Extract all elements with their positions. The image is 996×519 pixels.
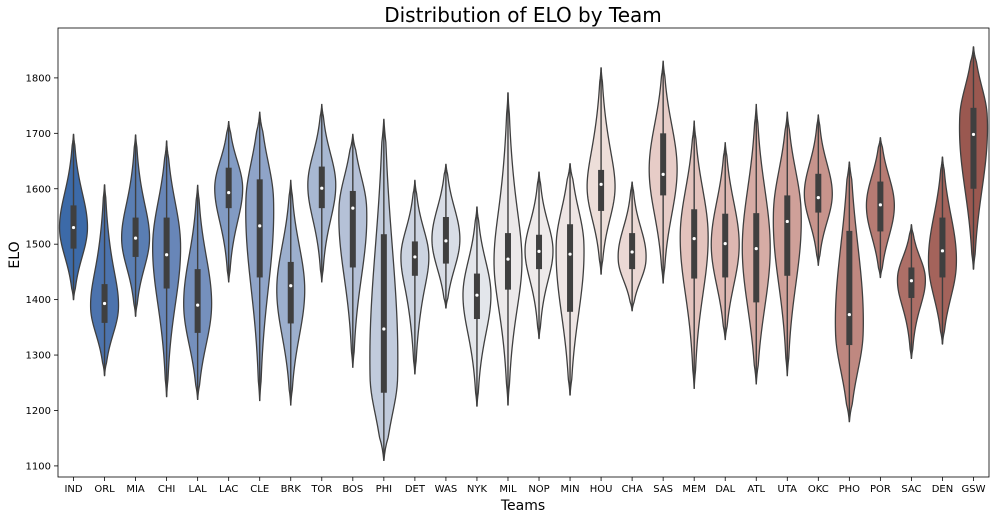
violin-median-point xyxy=(878,203,882,207)
violin-iqr-box xyxy=(287,261,294,324)
violin-iqr-box xyxy=(163,217,170,289)
violin-median-point xyxy=(258,224,262,228)
violin-median-point xyxy=(692,237,696,241)
violin-iqr-box xyxy=(256,179,263,278)
x-tick-label-pho: PHO xyxy=(839,484,861,495)
y-axis-title: ELO xyxy=(7,241,23,268)
violin-median-point xyxy=(475,293,479,297)
x-tick-label-brk: BRK xyxy=(281,484,302,495)
y-tick-label: 1500 xyxy=(26,240,51,251)
violin-median-point xyxy=(133,236,138,240)
violin-iqr-box xyxy=(970,107,977,189)
violin-iqr-box xyxy=(908,267,915,298)
x-tick-label-nyk: NYK xyxy=(467,484,488,495)
violin-iqr-box xyxy=(753,213,760,303)
plot-area xyxy=(58,46,989,462)
x-tick-label-tor: TOR xyxy=(310,484,332,495)
violin-median-point xyxy=(444,239,448,243)
violin-iqr-box xyxy=(691,209,698,279)
violin-iqr-box xyxy=(722,213,729,278)
y-tick-label: 1200 xyxy=(26,406,51,417)
violin-iqr-box xyxy=(660,133,667,196)
violin-median-point xyxy=(165,253,169,257)
x-tick-label-lac: LAC xyxy=(219,484,238,495)
violin-median-point xyxy=(568,252,572,256)
x-tick-label-nop: NOP xyxy=(528,484,549,495)
violin-median-point xyxy=(351,206,355,210)
x-tick-label-min: MIN xyxy=(561,484,580,495)
violin-median-point xyxy=(661,172,665,176)
x-tick-label-sas: SAS xyxy=(653,484,673,495)
violin-median-point xyxy=(909,279,914,283)
violin-iqr-box xyxy=(877,181,884,232)
y-tick-label: 1800 xyxy=(26,73,51,84)
violin-median-point xyxy=(196,303,200,307)
x-tick-label-hou: HOU xyxy=(590,484,613,495)
x-tick-label-mil: MIL xyxy=(499,484,517,495)
x-tick-label-chi: CHI xyxy=(158,484,175,495)
x-tick-label-lal: LAL xyxy=(189,484,208,495)
violin-iqr-box xyxy=(939,217,946,278)
y-tick-label: 1100 xyxy=(26,461,51,472)
x-tick-label-orl: ORL xyxy=(94,484,115,495)
violin-median-point xyxy=(723,242,727,246)
x-tick-label-cha: CHA xyxy=(621,484,643,495)
violin-median-point xyxy=(537,249,541,253)
violin-iqr-box xyxy=(225,167,232,209)
violin-iqr-box xyxy=(815,173,822,213)
violin-iqr-box xyxy=(846,230,853,346)
x-tick-label-was: WAS xyxy=(435,484,458,495)
x-tick-label-cle: CLE xyxy=(250,484,269,495)
violin-median-point xyxy=(382,327,386,331)
violin-median-point xyxy=(413,255,417,259)
violin-median-point xyxy=(785,219,789,224)
plot-frame xyxy=(57,27,990,478)
x-tick-label-sac: SAC xyxy=(901,484,921,495)
y-tick-label: 1700 xyxy=(26,129,51,140)
violin-median-point xyxy=(102,301,107,306)
violin-median-point xyxy=(630,250,634,254)
violin-median-point xyxy=(971,132,976,137)
violin-iqr-box xyxy=(411,241,418,276)
violin-iqr-box xyxy=(194,269,201,333)
y-tick-label: 1300 xyxy=(26,351,51,362)
violin-median-point xyxy=(506,257,510,261)
y-axis: 1100 1200 1300 1400 1500 1600 1700 1800 xyxy=(26,73,58,472)
x-tick-label-atl: ATL xyxy=(747,484,765,495)
violin-median-point xyxy=(599,182,603,186)
violin-iqr-box xyxy=(784,195,791,276)
violin-median-point xyxy=(847,312,851,317)
x-axis-title: Teams xyxy=(500,498,545,514)
violin-median-point xyxy=(816,196,820,200)
x-tick-label-ind: IND xyxy=(64,484,82,495)
violin-median-point xyxy=(320,186,324,190)
violin-median-point xyxy=(227,191,231,195)
x-tick-label-det: DET xyxy=(405,484,426,495)
x-tick-label-por: POR xyxy=(870,484,891,495)
violin-median-point xyxy=(289,284,293,288)
x-tick-label-gsw: GSW xyxy=(961,484,985,495)
x-tick-label-mia: MIA xyxy=(126,484,145,495)
x-tick-label-phi: PHI xyxy=(376,484,393,495)
x-tick-label-bos: BOS xyxy=(342,484,363,495)
x-tick-label-uta: UTA xyxy=(778,484,798,495)
x-axis: IND ORL MIA CHI LAL LAC CLE BRK TOR BOS PHI DET WAS N… xyxy=(64,477,986,495)
violin-iqr-box xyxy=(598,169,605,211)
violin-iqr-box xyxy=(567,224,574,312)
x-tick-label-mem: MEM xyxy=(682,484,706,495)
y-tick-label: 1400 xyxy=(26,295,51,306)
violin-median-point xyxy=(754,247,758,251)
violin-median-point xyxy=(940,249,945,253)
y-tick-label: 1600 xyxy=(26,184,51,195)
x-tick-label-okc: OKC xyxy=(808,484,829,495)
violin-median-point xyxy=(71,225,76,230)
violin-iqr-box xyxy=(380,234,387,393)
violin-iqr-box xyxy=(349,190,356,268)
chart-title: Distribution of ELO by Team xyxy=(384,3,662,27)
violin-iqr-box xyxy=(504,233,511,290)
x-tick-label-dal: DAL xyxy=(715,484,735,495)
x-tick-label-den: DEN xyxy=(932,484,954,495)
